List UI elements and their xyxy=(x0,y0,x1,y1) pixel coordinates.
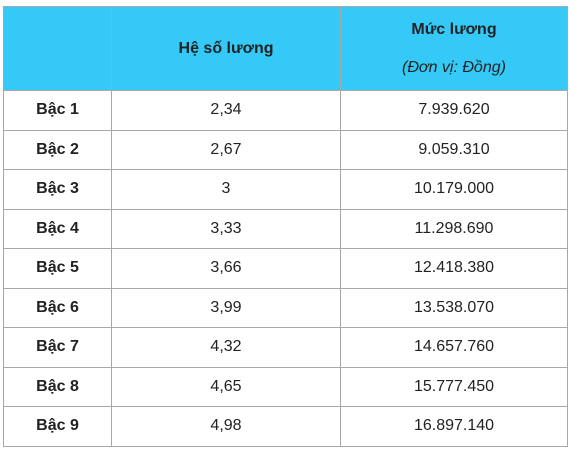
coefficient-cell: 2,34 xyxy=(111,90,341,131)
salary-cell: 9.059.310 xyxy=(340,129,568,170)
salary-cell: 12.418.380 xyxy=(340,248,568,289)
table-body: Bậc 1 2,34 7.939.620 Bậc 2 2,67 9.059.310 Bậc … xyxy=(3,90,568,447)
salary-cell: 14.657.760 xyxy=(340,327,568,368)
coefficient-cell: 4,98 xyxy=(111,406,341,447)
level-cell: Bậc 3 xyxy=(3,169,112,210)
table-row: Bậc 2 2,67 9.059.310 xyxy=(3,129,568,170)
level-cell: Bậc 7 xyxy=(3,327,112,368)
header-row: Hệ số lương Mức lương (Đơn vị: Đồng) xyxy=(3,6,568,91)
salary-cell: 16.897.140 xyxy=(340,406,568,447)
table-row: Bậc 5 3,66 12.418.380 xyxy=(3,248,568,289)
table-row: Bậc 8 4,65 15.777.450 xyxy=(3,366,568,407)
level-cell: Bậc 6 xyxy=(3,287,112,328)
table-header: Hệ số lương Mức lương (Đơn vị: Đồng) xyxy=(3,6,568,91)
salary-cell: 10.179.000 xyxy=(340,169,568,210)
table-row: Bậc 4 3,33 11.298.690 xyxy=(3,208,568,249)
header-cell xyxy=(3,6,112,91)
table-row: Bậc 3 3 10.179.000 xyxy=(3,169,568,210)
table-row: Bậc 9 4,98 16.897.140 xyxy=(3,406,568,447)
salary-table: Hệ số lương Mức lương (Đơn vị: Đồng) Bậc… xyxy=(3,6,568,447)
coefficient-cell: 3,99 xyxy=(111,287,341,328)
coefficient-cell: 4,65 xyxy=(111,366,341,407)
level-cell: Bậc 1 xyxy=(3,90,112,131)
header-text: Hệ số lương xyxy=(178,39,274,57)
level-cell: Bậc 8 xyxy=(3,366,112,407)
level-cell: Bậc 5 xyxy=(3,248,112,289)
salary-cell: 11.298.690 xyxy=(340,208,568,249)
header-cell: Hệ số lương xyxy=(111,6,341,91)
salary-cell: 7.939.620 xyxy=(340,90,568,131)
table-row: Bậc 6 3,99 13.538.070 xyxy=(3,287,568,328)
level-cell: Bậc 9 xyxy=(3,406,112,447)
salary-cell: 15.777.450 xyxy=(340,366,568,407)
level-cell: Bậc 2 xyxy=(3,129,112,170)
coefficient-cell: 3,66 xyxy=(111,248,341,289)
level-cell: Bậc 4 xyxy=(3,208,112,249)
table-row: Bậc 1 2,34 7.939.620 xyxy=(3,90,568,131)
coefficient-cell: 3,33 xyxy=(111,208,341,249)
header-cell: Mức lương (Đơn vị: Đồng) xyxy=(340,6,568,91)
coefficient-cell: 3 xyxy=(111,169,341,210)
unit-text: (Đơn vị: Đồng) xyxy=(402,58,506,76)
coefficient-cell: 4,32 xyxy=(111,327,341,368)
salary-cell: 13.538.070 xyxy=(340,287,568,328)
coefficient-cell: 2,67 xyxy=(111,129,341,170)
table-row: Bậc 7 4,32 14.657.760 xyxy=(3,327,568,368)
header-text: Mức lương xyxy=(411,20,497,38)
